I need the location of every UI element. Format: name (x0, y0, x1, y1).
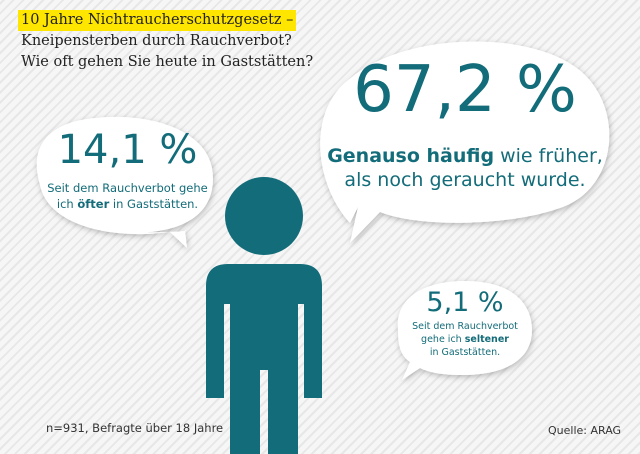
title-line-1: 10 Jahre Nichtraucherschutzgesetz – (18, 10, 297, 31)
speech-bubble-less (397, 280, 532, 380)
speech-bubble-more (36, 116, 213, 248)
label-less-emph: seltener (464, 334, 509, 345)
sample-note: n=931, Befragte über 18 Jahre (46, 421, 224, 435)
label-same-rest: wie früher, (494, 145, 603, 167)
label-same-emph: Genauso häufig (327, 145, 495, 167)
speech-bubble-same (320, 41, 610, 243)
label-less-line3: in Gaststätten. (429, 347, 501, 358)
label-more-post: in Gaststätten. (109, 197, 199, 211)
label-more-emph: öfter (77, 197, 110, 211)
label-more-pre: ich (56, 197, 78, 211)
label-more-line1: Seit dem Rauchverbot gehe (47, 181, 208, 195)
label-less-pre: gehe ich (421, 334, 465, 345)
source-note: Quelle: ARAG (548, 424, 622, 437)
value-more: 14,1 % (57, 127, 198, 173)
title-line-2: Kneipensterben durch Rauchverbot? (21, 33, 292, 49)
person-icon (206, 177, 322, 454)
chart-title: 10 Jahre Nichtraucherschutzgesetz – Knei… (18, 10, 316, 73)
value-less: 5,1 % (426, 287, 504, 318)
label-same-line2: als noch geraucht wurde. (344, 169, 586, 191)
title-line-3: Wie oft gehen Sie heute in Gaststätten? (21, 54, 314, 70)
label-same: Genauso häufig wie früher, als noch gera… (320, 144, 610, 192)
label-less-line1: Seit dem Rauchverbot (412, 321, 518, 332)
label-less: Seit dem Rauchverbot gehe ich seltener i… (398, 320, 532, 359)
value-same: 67,2 % (353, 53, 577, 127)
label-more: Seit dem Rauchverbot gehe ich öfter in G… (40, 180, 215, 212)
